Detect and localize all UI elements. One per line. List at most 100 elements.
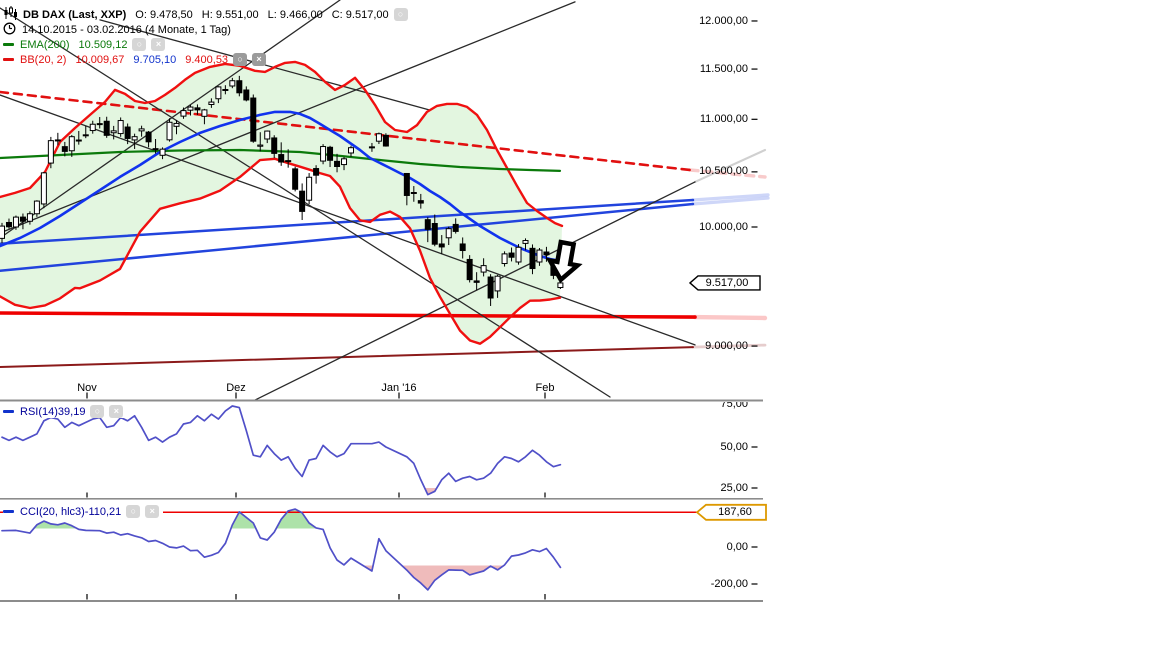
candle-up	[410, 192, 417, 195]
blue-channel-lower	[0, 202, 695, 273]
candle-up	[0, 225, 5, 239]
candle-up	[159, 148, 166, 156]
candle-down	[152, 148, 159, 151]
candle-down	[334, 160, 341, 167]
month-axis-label: Feb	[535, 382, 555, 394]
chart-settings-button[interactable]: ○	[393, 8, 408, 21]
candle-up	[348, 147, 354, 154]
rsi-axis-label: 50,00	[720, 440, 748, 453]
rsi-settings-button[interactable]: ○	[90, 405, 105, 418]
bb-remove-button[interactable]: ×	[252, 53, 267, 66]
candle-up	[480, 265, 487, 273]
candle-down	[403, 172, 410, 196]
candle-up	[40, 172, 47, 205]
candle-up	[257, 144, 264, 147]
price-axis-label: 11.000,00	[699, 112, 748, 125]
cci-settings-button[interactable]: ○	[126, 505, 141, 518]
support-horizontal-red-faded-extension	[692, 314, 768, 321]
candle-up	[180, 110, 187, 117]
panel-divider	[0, 600, 763, 602]
rsi-value: 39,19	[57, 405, 86, 418]
candle-up	[47, 140, 54, 164]
cci-overbought-fill	[276, 509, 319, 529]
rsi-axis-label: 75,00	[720, 401, 748, 410]
candlestick-icon	[3, 6, 17, 23]
candle-up	[494, 275, 501, 292]
candle-up	[320, 146, 327, 162]
instrument-header: DB DAX (Last, XXP) O: 9.478,50 H: 9.551,…	[3, 6, 408, 23]
ema-settings-button[interactable]: ○	[132, 38, 147, 51]
bollinger-band-fill	[0, 61, 562, 344]
resistance-dashed-red-faded-extension	[688, 168, 767, 179]
candle-down	[299, 190, 306, 212]
candle-up	[131, 136, 138, 141]
ema-legend: EMA(200) 10.509,12 ○ ×	[3, 38, 166, 51]
cci-axis-label: 0,00	[726, 540, 748, 553]
candle-up	[375, 133, 382, 142]
candle-up	[536, 249, 543, 263]
month-axis-label: Nov	[77, 382, 97, 394]
candle-up	[445, 228, 452, 239]
bollinger-lower-band	[0, 157, 562, 345]
candle-down	[271, 137, 278, 154]
candle-up	[110, 130, 117, 134]
candle-down	[292, 168, 299, 190]
ohlc-low: L: 9.466,00	[267, 8, 323, 21]
candle-down	[452, 223, 459, 232]
ema-remove-button[interactable]: ×	[151, 38, 166, 51]
candle-up	[117, 120, 124, 135]
candle-up	[341, 158, 348, 166]
price-axis-label: 10.000,00	[699, 220, 748, 233]
black-rising-1	[0, 1, 576, 234]
candle-down	[438, 243, 445, 248]
cci-line-icon	[3, 510, 14, 513]
candle-down	[285, 160, 292, 163]
price-axis-label: 10.500,00	[699, 165, 748, 178]
candle-up	[306, 176, 313, 201]
candle-up	[264, 130, 271, 140]
bb-upper-value: 10.009,67	[75, 53, 125, 66]
cci-axis-label: -200,00	[710, 577, 748, 590]
cci-remove-button[interactable]: ×	[145, 505, 160, 518]
candle-down	[424, 219, 431, 230]
cci-label: CCI(20, hlc3)	[20, 505, 85, 518]
resistance-dashed-red	[0, 90, 692, 172]
rsi-axis-label: 25,00	[720, 481, 748, 494]
candle-down	[431, 223, 438, 245]
candle-down	[250, 97, 257, 142]
candle-down	[194, 107, 201, 111]
ema-label: EMA(200)	[20, 38, 70, 51]
price-axis-label: 11.500,00	[699, 62, 748, 75]
candle-up	[501, 253, 508, 265]
bb-legend: BB(20, 2) 10.009,67 9.705,10 9.400,53 ○ …	[3, 53, 267, 66]
candle-up	[82, 134, 89, 137]
bollinger-middle-band	[0, 110, 562, 263]
panel-divider	[0, 399, 763, 402]
candle-down	[327, 146, 334, 161]
candle-down	[243, 89, 250, 101]
maroon-support	[0, 346, 694, 368]
candle-up	[215, 86, 222, 100]
candle-up	[557, 282, 564, 289]
price-axis-label: 9.000,00	[705, 339, 748, 352]
candle-down	[473, 280, 480, 283]
rsi-legend: RSI(14) 39,19 ○ ×	[3, 405, 128, 418]
bb-settings-button[interactable]: ○	[233, 53, 248, 66]
ohlc-close: C: 9.517,00	[331, 8, 389, 21]
candle-down	[529, 247, 536, 270]
cci-value: -110,21	[84, 505, 122, 518]
month-axis-label: Jan '16	[381, 382, 417, 394]
ohlc-high: H: 9.551,00	[201, 8, 259, 21]
candle-down	[96, 123, 103, 126]
candle-down	[466, 258, 473, 281]
candle-up	[515, 246, 522, 263]
rsi-axis-label-clipped: 75,00	[690, 402, 748, 411]
candle-down	[313, 168, 320, 176]
candle-down	[382, 134, 389, 147]
last-price-callout: 9.517,00	[705, 277, 749, 289]
candle-down	[236, 80, 243, 94]
rsi-remove-button[interactable]: ×	[109, 405, 124, 418]
period-header: 14.10.2015 - 03.02.2016 (4 Monate, 1 Tag…	[3, 22, 231, 38]
rsi-line-icon	[3, 410, 14, 413]
